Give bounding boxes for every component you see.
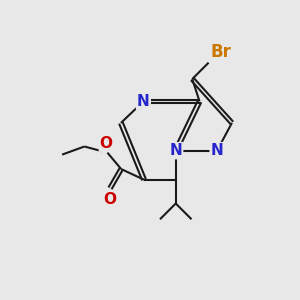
Text: N: N — [137, 94, 150, 109]
Text: O: O — [103, 192, 116, 207]
Text: O: O — [99, 136, 112, 151]
Text: Br: Br — [211, 43, 232, 61]
Text: N: N — [169, 143, 182, 158]
Text: N: N — [211, 143, 224, 158]
